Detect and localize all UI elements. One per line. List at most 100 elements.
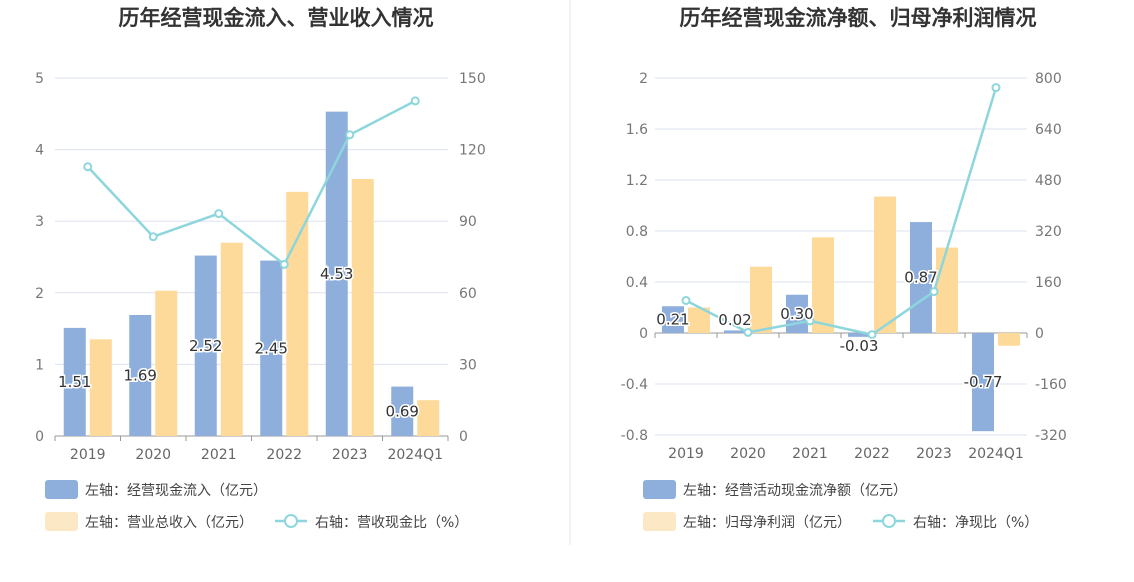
legend-swatch-cash	[45, 480, 78, 499]
cash-bar	[391, 386, 414, 436]
x-axis-category-label: 2024Q1	[387, 447, 443, 463]
right-axis-tick-label: 120	[459, 143, 486, 159]
cash-inflow-revenue-chart: 历年经营现金流入、营业收入情况 0 1 2 3 4 5 0 30 60 90 120 150 2019 2…	[35, 6, 486, 531]
bar-data-label: -0.03	[840, 337, 879, 355]
revenue-bar	[998, 333, 1020, 346]
x-axis-category-label: 2019	[70, 447, 106, 463]
bar-data-label: 0.87	[904, 269, 937, 287]
x-axis-category-label: 2021	[201, 447, 237, 463]
legend-label-revenue: 左轴：归母净利润（亿元）	[683, 514, 851, 531]
revenue-bar	[874, 196, 896, 333]
left-axis-tick-label: -0.8	[621, 428, 648, 444]
left-axis-tick-label: 0	[35, 429, 44, 445]
legend-swatch-revenue	[643, 512, 676, 531]
revenue-bar	[351, 178, 374, 436]
legend-swatch-cash	[643, 480, 676, 499]
x-axis-category-label: 2019	[668, 446, 704, 462]
right-axis-tick-label: 160	[1035, 275, 1062, 291]
left-axis-tick-label: 1.2	[626, 173, 648, 189]
legend-label-revenue: 左轴：营业总收入（亿元）	[85, 515, 253, 531]
revenue-bar	[89, 339, 112, 436]
revenue-bar	[936, 247, 958, 333]
right-axis-tick-label: -160	[1035, 377, 1067, 393]
legend-label-ratio: 右轴：营收现金比（%）	[315, 515, 468, 531]
legend-swatch-revenue	[45, 512, 78, 531]
bar-data-label: 0.21	[656, 311, 689, 329]
ratio-point	[83, 162, 93, 172]
left-axis-tick-label: -0.4	[621, 377, 648, 393]
chart-title: 历年经营现金流净额、归母净利润情况	[680, 6, 1037, 30]
ratio-point	[345, 130, 355, 140]
bar-data-label: 0.30	[780, 305, 813, 323]
right-axis-tick-label: 320	[1035, 224, 1062, 240]
right-axis-tick-label: 800	[1035, 71, 1062, 87]
left-axis-tick-label: 4	[35, 143, 44, 159]
bar-data-label: 0.02	[718, 311, 751, 329]
x-axis-category-label: 2020	[730, 446, 766, 462]
ratio-point	[148, 232, 158, 242]
cash-bar	[662, 306, 684, 333]
bar-data-label: -0.77	[964, 373, 1003, 391]
revenue-bar	[750, 266, 772, 333]
right-axis-tick-label: 30	[459, 357, 477, 373]
ratio-line	[86, 99, 416, 266]
right-axis-tick-label: 0	[459, 429, 468, 445]
x-axis-category-label: 2023	[332, 447, 368, 463]
bar-data-label: 1.69	[124, 366, 157, 384]
cash-bar	[972, 333, 994, 432]
cash-bar	[63, 327, 86, 436]
revenue-bar	[286, 191, 309, 436]
revenue-bar	[417, 400, 440, 436]
ratio-point	[410, 96, 420, 106]
x-axis-category-label: 2021	[792, 446, 828, 462]
cash-bar	[724, 330, 746, 333]
bar-data-label: 1.51	[58, 373, 91, 391]
cash-bar	[129, 314, 152, 436]
x-axis-category-label: 2022	[266, 447, 302, 463]
revenue-bar	[220, 242, 243, 436]
net-cash-profit-chart: 历年经营现金流净额、归母净利润情况 -0.8 -0.4 0 0.4 0.8 1.2 1.6 2…	[621, 6, 1067, 531]
revenue-bar	[688, 307, 710, 333]
right-axis-tick-label: 640	[1035, 122, 1062, 138]
left-axis-tick-label: 0.4	[626, 275, 648, 291]
ratio-point	[681, 295, 691, 305]
right-axis-tick-label: 90	[459, 214, 477, 230]
ratio-point	[929, 287, 939, 297]
left-axis-tick-label: 2	[35, 286, 44, 302]
left-axis-tick-label: 0	[639, 326, 648, 342]
bar-data-label: 2.52	[189, 337, 222, 355]
x-axis-category-label: 2023	[916, 446, 952, 462]
bar-data-label: 0.69	[386, 402, 419, 420]
ratio-point	[743, 327, 753, 337]
cash-bar	[325, 111, 348, 436]
left-axis-tick-label: 1	[35, 357, 44, 373]
x-axis-category-label: 2020	[135, 447, 171, 463]
x-axis-category-label: 2022	[854, 446, 890, 462]
chart-title: 历年经营现金流入、营业收入情况	[119, 6, 434, 30]
right-axis-tick-label: -320	[1035, 428, 1067, 444]
ratio-point	[805, 316, 815, 326]
right-axis-tick-label: 60	[459, 286, 477, 302]
cash-bar	[194, 255, 217, 436]
right-axis-tick-label: 480	[1035, 173, 1062, 189]
ratio-point	[214, 209, 224, 219]
left-axis-tick-label: 3	[35, 214, 44, 230]
left-axis-tick-label: 1.6	[626, 122, 648, 138]
cash-bar	[848, 333, 870, 337]
bar-data-label: 4.53	[320, 265, 353, 283]
legend-label-ratio: 右轴：净现比（%）	[913, 515, 1038, 531]
bar-data-label: 2.45	[255, 339, 288, 357]
ratio-point	[867, 330, 877, 340]
revenue-bar	[155, 290, 178, 436]
legend-marker-ratio	[284, 514, 298, 528]
left-axis-tick-label: 2	[639, 71, 648, 87]
x-axis-category-label: 2024Q1	[968, 446, 1024, 462]
legend-label-cash: 左轴：经营活动现金流净额（亿元）	[683, 483, 907, 499]
right-axis-tick-label: 150	[459, 71, 486, 87]
right-axis-tick-label: 0	[1035, 326, 1044, 342]
left-axis-tick-label: 5	[35, 71, 44, 87]
legend-label-cash: 左轴：经营现金流入（亿元）	[85, 483, 267, 499]
ratio-point	[279, 259, 289, 269]
legend-marker-ratio	[882, 514, 896, 528]
